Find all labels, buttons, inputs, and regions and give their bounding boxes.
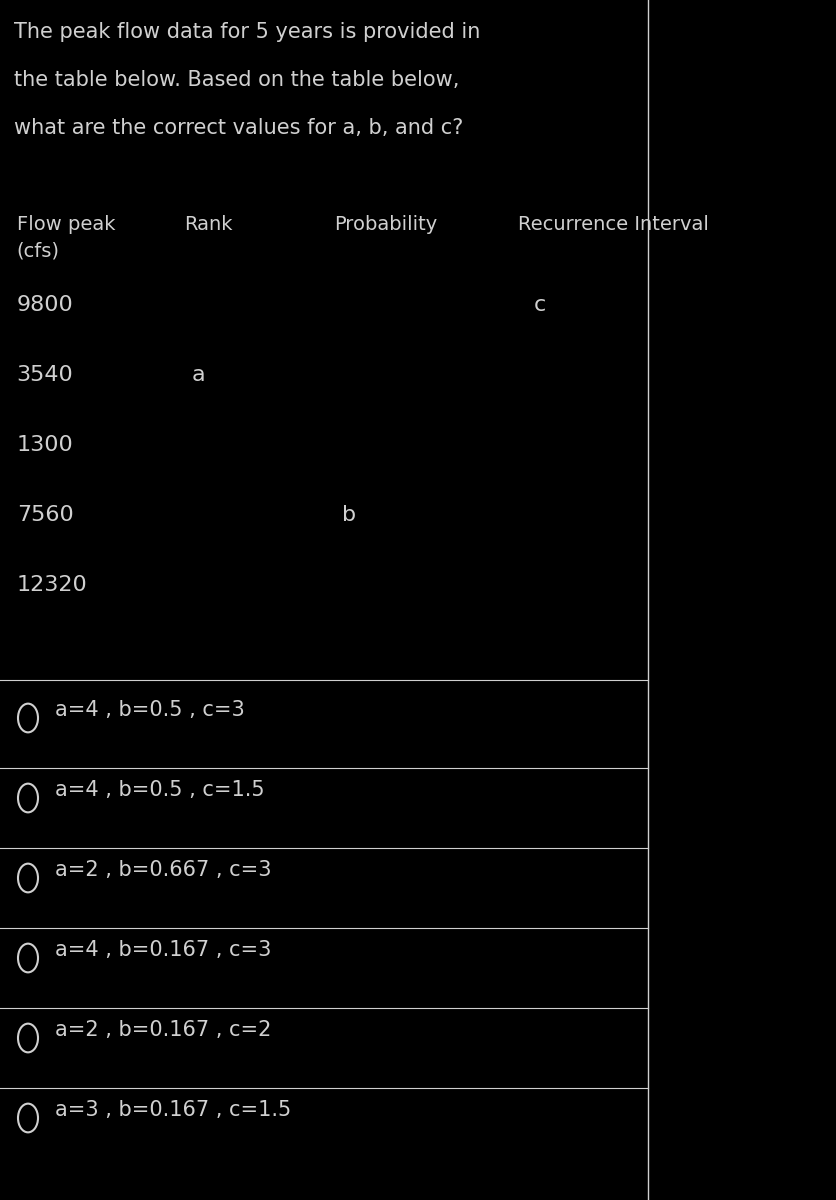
Text: 3540: 3540 bbox=[17, 365, 74, 385]
Text: a=4 , b=0.167 , c=3: a=4 , b=0.167 , c=3 bbox=[55, 940, 272, 960]
Text: b: b bbox=[343, 505, 356, 526]
Text: 12320: 12320 bbox=[17, 575, 88, 595]
Text: a: a bbox=[192, 365, 206, 385]
Text: what are the correct values for a, b, and c?: what are the correct values for a, b, an… bbox=[14, 118, 463, 138]
Text: 7560: 7560 bbox=[17, 505, 74, 526]
Text: Flow peak
(cfs): Flow peak (cfs) bbox=[17, 215, 115, 260]
Text: the table below. Based on the table below,: the table below. Based on the table belo… bbox=[14, 70, 459, 90]
Text: Recurrence Interval: Recurrence Interval bbox=[518, 215, 709, 234]
Text: Probability: Probability bbox=[334, 215, 438, 234]
Text: The peak flow data for 5 years is provided in: The peak flow data for 5 years is provid… bbox=[14, 22, 481, 42]
Text: Rank: Rank bbox=[184, 215, 232, 234]
Text: 9800: 9800 bbox=[17, 295, 74, 314]
Text: a=4 , b=0.5 , c=1.5: a=4 , b=0.5 , c=1.5 bbox=[55, 780, 265, 800]
Text: a=3 , b=0.167 , c=1.5: a=3 , b=0.167 , c=1.5 bbox=[55, 1100, 291, 1120]
Text: a=2 , b=0.167 , c=2: a=2 , b=0.167 , c=2 bbox=[55, 1020, 272, 1040]
Text: a=4 , b=0.5 , c=3: a=4 , b=0.5 , c=3 bbox=[55, 700, 245, 720]
Text: 1300: 1300 bbox=[17, 434, 74, 455]
Text: c: c bbox=[533, 295, 546, 314]
Text: a=2 , b=0.667 , c=3: a=2 , b=0.667 , c=3 bbox=[55, 860, 272, 880]
